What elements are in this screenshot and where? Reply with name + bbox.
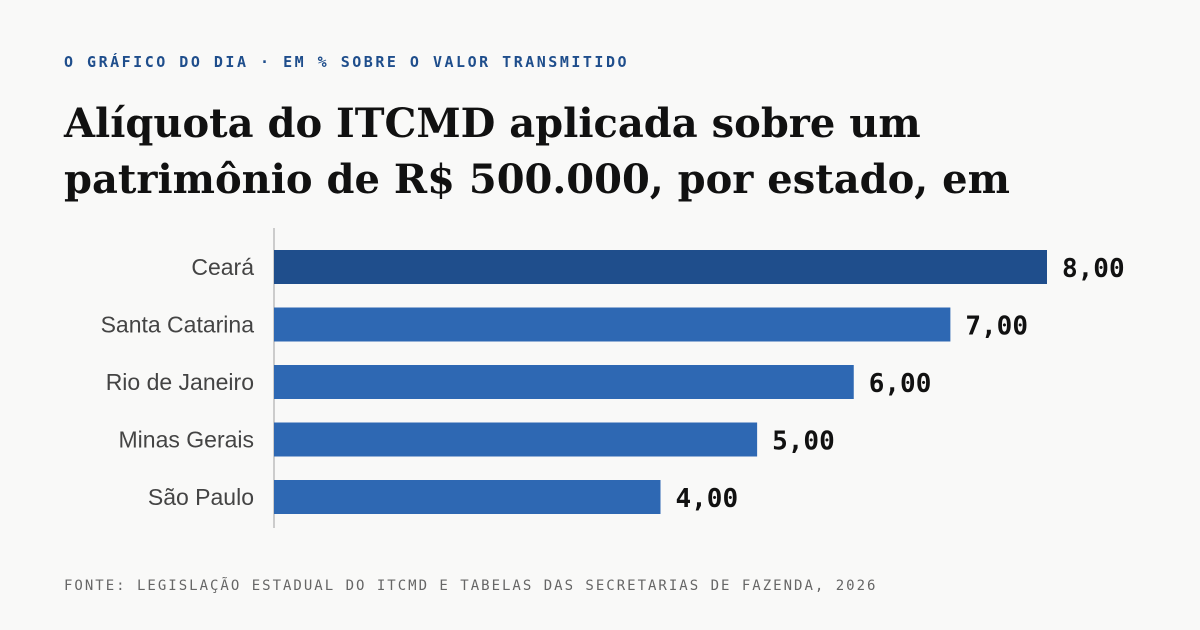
value-label: 5,00 [772,427,835,457]
category-label: Rio de Janeiro [106,369,254,395]
chart-kicker: O GRÁFICO DO DIA · EM % SOBRE O VALOR TR… [64,53,630,71]
bar [274,422,758,457]
bar [274,250,1047,284]
bar [274,307,951,342]
bar [274,365,854,399]
chart-title: Alíquota do ITCMD aplicada sobre um patr… [64,100,1010,203]
chart-source: FONTE: LEGISLAÇÃO ESTADUAL DO ITCMD E TA… [64,578,878,594]
bar [274,480,661,514]
value-label: 6,00 [869,369,932,399]
value-label: 7,00 [965,312,1028,342]
category-label: Santa Catarina [101,312,255,338]
category-label: São Paulo [148,484,254,510]
bars-group: Ceará 8,00 Santa Catarina 7,00 Rio de Janeir… [101,250,1125,514]
category-label: Minas Gerais [119,427,254,453]
value-label: 8,00 [1062,254,1125,284]
value-label: 4,00 [676,484,739,514]
category-label: Ceará [191,254,254,280]
